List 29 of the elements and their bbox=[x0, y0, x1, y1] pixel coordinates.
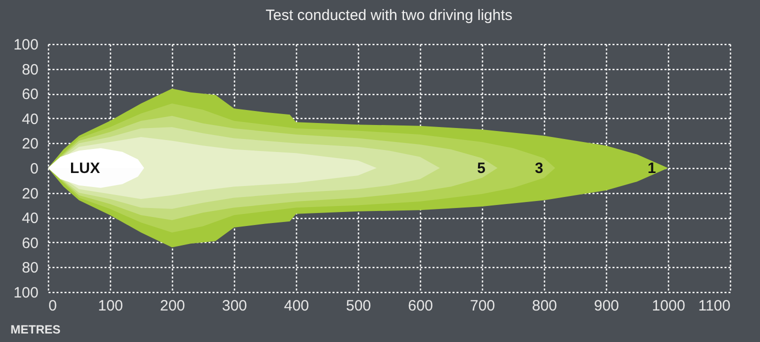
x-tick-label: 400 bbox=[284, 298, 310, 314]
y-tick-label: 20 bbox=[22, 185, 38, 202]
x-tick-label: 1000 bbox=[652, 298, 686, 314]
y-tick-label: 0 bbox=[30, 160, 38, 178]
y-tick-label: 80 bbox=[22, 260, 38, 277]
x-tick-label: 900 bbox=[594, 298, 620, 314]
x-tick-label: 800 bbox=[532, 298, 558, 314]
x-tick-label: 600 bbox=[408, 298, 434, 314]
series-label: 3 bbox=[534, 160, 544, 177]
y-tick-label: 60 bbox=[22, 86, 38, 104]
x-tick-label: 0 bbox=[48, 298, 57, 314]
y-tick-label: 40 bbox=[22, 110, 38, 128]
y-tick-label: 60 bbox=[22, 234, 38, 252]
x-tick-label: 1100 bbox=[698, 298, 730, 314]
y-tick-label: 80 bbox=[22, 61, 38, 78]
y-tick-label: 100 bbox=[13, 284, 38, 302]
x-tick-label: 700 bbox=[470, 298, 496, 314]
x-tick-label: 300 bbox=[222, 298, 248, 314]
x-axis-title: METRES bbox=[10, 322, 61, 336]
y-tick-label: 40 bbox=[22, 210, 38, 228]
annotation: LUX bbox=[70, 160, 100, 177]
series-label: 1 bbox=[648, 160, 656, 177]
series-label: 5 bbox=[477, 160, 486, 177]
y-tick-label: 100 bbox=[13, 36, 38, 54]
x-tick-label: 200 bbox=[160, 298, 186, 314]
x-tick-label: 500 bbox=[346, 298, 372, 314]
x-tick-label: 100 bbox=[98, 298, 124, 314]
chart-title: Test conducted with two driving lights bbox=[266, 7, 512, 24]
y-tick-label: 20 bbox=[22, 136, 38, 153]
